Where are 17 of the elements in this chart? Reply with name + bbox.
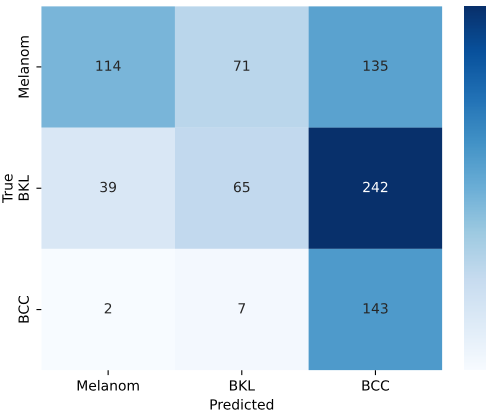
y-tick-label: Melanom bbox=[18, 36, 29, 98]
data-label: 143 bbox=[364, 303, 388, 314]
x-tick-label: Melanom bbox=[78, 380, 139, 391]
y-tick-label: BKL bbox=[18, 175, 29, 200]
x-tick-label: BCC bbox=[362, 380, 390, 391]
data-label: 65 bbox=[234, 182, 250, 192]
x-axis-title: Predicted bbox=[210, 398, 274, 410]
x-tick-label: BKL bbox=[230, 380, 255, 391]
data-label: 135 bbox=[364, 60, 388, 71]
data-label: 2 bbox=[104, 303, 112, 314]
y-axis-title: True bbox=[2, 174, 13, 204]
data-label: 114 bbox=[96, 60, 121, 71]
data-label: 71 bbox=[234, 60, 250, 71]
data-label: 39 bbox=[100, 182, 116, 192]
data-label: 242 bbox=[363, 182, 388, 192]
y-tick-label: BCC bbox=[18, 296, 29, 323]
data-label: 7 bbox=[238, 303, 246, 314]
